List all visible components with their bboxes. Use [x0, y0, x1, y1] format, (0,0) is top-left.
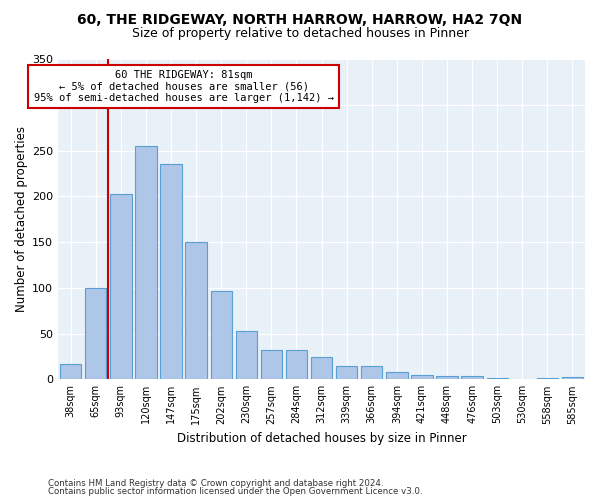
- Bar: [286, 350, 307, 380]
- Bar: [236, 331, 257, 380]
- Bar: [135, 146, 157, 380]
- Y-axis label: Number of detached properties: Number of detached properties: [15, 126, 28, 312]
- Text: Contains HM Land Registry data © Crown copyright and database right 2024.: Contains HM Land Registry data © Crown c…: [48, 478, 383, 488]
- Bar: [110, 194, 131, 380]
- Bar: [185, 242, 207, 380]
- Bar: [436, 376, 458, 380]
- Text: 60 THE RIDGEWAY: 81sqm
← 5% of detached houses are smaller (56)
95% of semi-deta: 60 THE RIDGEWAY: 81sqm ← 5% of detached …: [34, 70, 334, 103]
- Bar: [562, 376, 583, 380]
- Bar: [487, 378, 508, 380]
- Text: 60, THE RIDGEWAY, NORTH HARROW, HARROW, HA2 7QN: 60, THE RIDGEWAY, NORTH HARROW, HARROW, …: [77, 12, 523, 26]
- Bar: [261, 350, 282, 380]
- Bar: [336, 366, 358, 380]
- X-axis label: Distribution of detached houses by size in Pinner: Distribution of detached houses by size …: [177, 432, 466, 445]
- Bar: [60, 364, 82, 380]
- Bar: [537, 378, 558, 380]
- Bar: [311, 358, 332, 380]
- Bar: [386, 372, 407, 380]
- Bar: [211, 290, 232, 380]
- Bar: [411, 374, 433, 380]
- Text: Contains public sector information licensed under the Open Government Licence v3: Contains public sector information licen…: [48, 487, 422, 496]
- Bar: [361, 366, 382, 380]
- Text: Size of property relative to detached houses in Pinner: Size of property relative to detached ho…: [131, 28, 469, 40]
- Bar: [85, 288, 106, 380]
- Bar: [461, 376, 483, 380]
- Bar: [160, 164, 182, 380]
